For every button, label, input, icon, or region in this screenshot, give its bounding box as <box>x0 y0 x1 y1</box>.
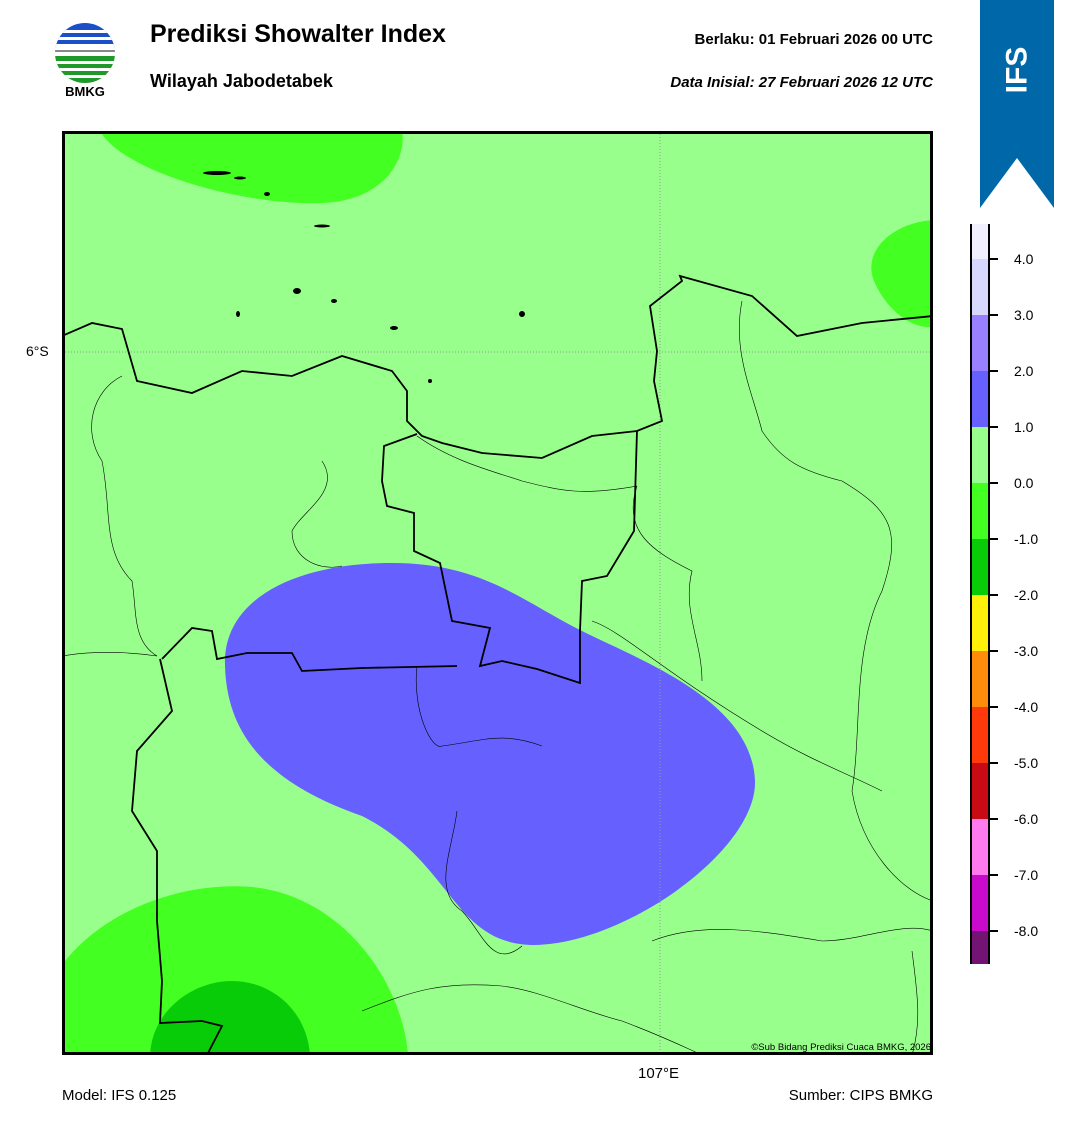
model-badge: IFS <box>999 46 1033 94</box>
colorbar-tick-label: -1.0 <box>1014 531 1039 547</box>
colorbar-tick-label: 1.0 <box>1014 419 1034 435</box>
contour-light-green-southwest <box>65 886 408 1052</box>
forecast-map <box>62 131 933 1055</box>
colorbar-tick <box>990 762 998 764</box>
latitude-label: 6°S <box>26 343 49 359</box>
init-time: Data Inisial: 27 Februari 2026 12 UTC <box>670 74 933 91</box>
colorbar-tick-label: -7.0 <box>1014 867 1039 883</box>
colorbar-tick-label: 2.0 <box>1014 363 1034 379</box>
colorbar-segment <box>972 763 988 819</box>
contour-light-green-east <box>871 220 930 328</box>
bmkg-logo <box>52 20 118 102</box>
colorbar <box>970 224 990 964</box>
colorbar-tick-label: 3.0 <box>1014 307 1034 323</box>
colorbar-segment <box>972 707 988 763</box>
page-title: Prediksi Showalter Index <box>150 20 446 48</box>
colorbar-tick <box>990 594 998 596</box>
colorbar-segment <box>972 931 988 964</box>
colorbar-tick <box>990 370 998 372</box>
colorbar-tick <box>990 874 998 876</box>
colorbar-tick-label: -4.0 <box>1014 699 1039 715</box>
colorbar-tick <box>990 538 998 540</box>
colorbar-tick-label: -3.0 <box>1014 643 1039 659</box>
colorbar-tick <box>990 650 998 652</box>
province-boundaries <box>131 430 638 1052</box>
contour-dark-green-southwest <box>150 981 310 1052</box>
colorbar-tick <box>990 482 998 484</box>
colorbar-segment <box>972 427 988 483</box>
copyright-text: ©Sub Bidang Prediksi Cuaca BMKG, 2026 <box>751 1042 931 1053</box>
region-subtitle: Wilayah Jabodetabek <box>150 71 333 91</box>
colorbar-tick-label: -8.0 <box>1014 923 1039 939</box>
colorbar-segment <box>972 651 988 707</box>
colorbar-segment <box>972 315 988 371</box>
model-label: Model: IFS 0.125 <box>62 1087 177 1104</box>
colorbar-tick <box>990 426 998 428</box>
colorbar-tick-label: -5.0 <box>1014 755 1039 771</box>
colorbar-segment <box>972 539 988 595</box>
colorbar-tick-label: 0.0 <box>1014 475 1034 491</box>
colorbar-segment <box>972 371 988 427</box>
colorbar-tick <box>990 930 998 932</box>
colorbar-tick-label: 4.0 <box>1014 251 1034 267</box>
contour-blue-center <box>224 563 756 946</box>
thousand-islands <box>203 171 525 383</box>
logo-text: BMKG <box>65 84 105 99</box>
coastline <box>65 274 930 459</box>
model-ribbon <box>980 0 1054 208</box>
colorbar-segment <box>972 483 988 539</box>
colorbar-tick <box>990 818 998 820</box>
contour-light-green-north <box>102 134 403 204</box>
colorbar-segment <box>972 595 988 651</box>
colorbar-tick-label: -6.0 <box>1014 811 1039 827</box>
district-boundaries <box>65 300 930 1052</box>
colorbar-tick <box>990 314 998 316</box>
longitude-label: 107°E <box>638 1065 680 1082</box>
colorbar-segment <box>972 819 988 875</box>
colorbar-segment <box>972 875 988 931</box>
colorbar-tick <box>990 706 998 708</box>
colorbar-segment <box>972 259 988 315</box>
valid-time: Berlaku: 01 Februari 2026 00 UTC <box>694 31 933 48</box>
source-label: Sumber: CIPS BMKG <box>788 1087 933 1104</box>
colorbar-tick-label: -2.0 <box>1014 587 1039 603</box>
colorbar-tick <box>990 258 998 260</box>
colorbar-segment <box>972 224 988 259</box>
